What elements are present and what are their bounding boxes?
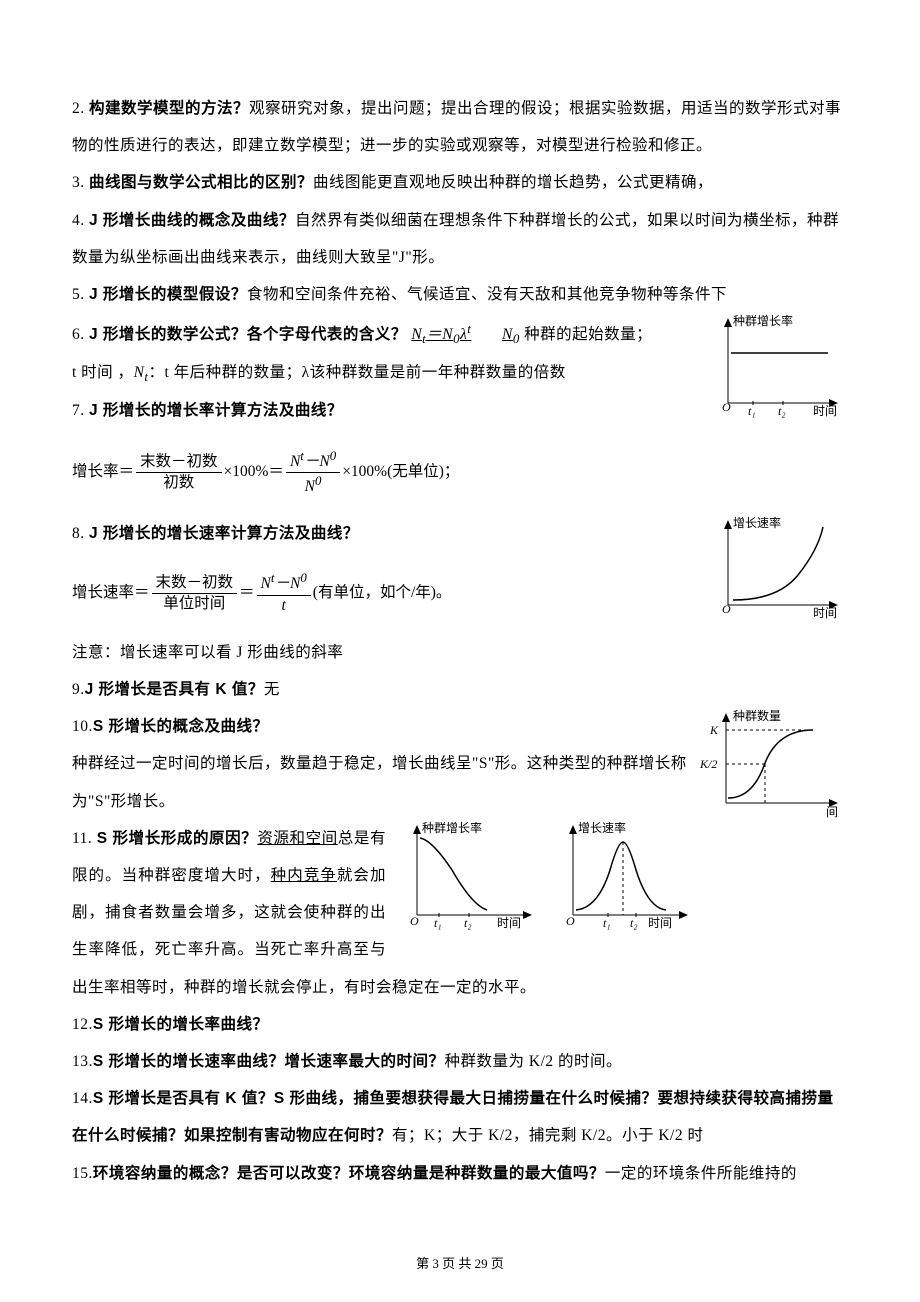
title: J 形增长的增长率计算方法及曲线？ <box>89 402 343 419</box>
eq: ＝ <box>239 583 255 603</box>
num: 13. <box>72 1053 93 1070</box>
text: 种群数量为 K/2 的时间。 <box>445 1053 623 1070</box>
text: 食物和空间条件充裕、气候适宜、没有天敌和其他竞争物种等条件下 <box>247 286 727 303</box>
chart-s-population: K K/2 种群数量 间 <box>698 708 848 828</box>
ylabel: 增长速率 <box>733 515 781 530</box>
note-8: 注意：增长速率可以看 J 形曲线的斜率 <box>72 634 848 671</box>
num: 9. <box>72 681 85 698</box>
text: 一定的环境条件所能维持的 <box>605 1165 797 1182</box>
num: 8. <box>72 525 85 542</box>
k2-label: K/2 <box>699 757 717 771</box>
title: S 形增长的增长率曲线？ <box>93 1016 269 1033</box>
item-7: 7. J 形增长的增长率计算方法及曲线？ <box>72 392 848 429</box>
title: 曲线图与数学公式相比的区别？ <box>89 174 313 191</box>
item-5: 5. J 形增长的模型假设？食物和空间条件充裕、气候适宜、没有天敌和其他竞争物种… <box>72 276 848 313</box>
formula-growth-rate: 增长率＝ 末数－初数初数 ×100%＝ Nt－N0N0 ×100%(无单位)； <box>72 448 848 498</box>
title: S 形增长形成的原因？ <box>97 830 258 847</box>
item-15: 15.环境容纳量的概念？是否可以改变？环境容纳量是种群数量的最大值吗？一定的环境… <box>72 1155 848 1192</box>
origin-label: O <box>566 914 575 928</box>
title: J 形增长曲线的概念及曲线？ <box>89 212 295 229</box>
formula-growth-speed: 增长速率＝ 末数－初数单位时间 ＝ Nt－N0t (有单位，如个/年)。 <box>72 570 708 615</box>
text: 无 <box>264 681 280 698</box>
chart-j-growth-speed: O 时间 增长速率 <box>708 515 848 625</box>
num: 2. <box>72 100 85 117</box>
title: 构建数学模型的方法？ <box>89 100 249 117</box>
n0-desc: N0 种群的起始数量； <box>502 326 652 343</box>
formula: Nt＝N0λt <box>411 326 471 343</box>
num: 3. <box>72 174 85 191</box>
t2-label: t₂ <box>464 916 472 930</box>
item-10-block: K K/2 种群数量 间 10.S 形增长的概念及曲线？ 种群经过一定时间的增长… <box>72 708 848 820</box>
chart-s-growth-speed: O t₁ t₂ 时间 增长速率 <box>548 820 698 940</box>
item-11-block: O t₁ t₂ 时间 增长速率 O t₁ t₂ 时间 <box>72 820 698 1006</box>
chart-s-growth-rate: O t₁ t₂ 时间 种群增长率 <box>392 820 542 940</box>
t2-label: t₂ <box>630 916 638 930</box>
ylabel: 种群数量 <box>733 708 781 723</box>
title: J 形增长的模型假设？ <box>89 286 247 303</box>
text: 曲线图能更直观地反映出种群的增长趋势，公式更精确， <box>313 174 713 191</box>
item-12: 12.S 形增长的增长率曲线？ <box>72 1006 848 1043</box>
item-2: 2. 构建数学模型的方法？观察研究对象，提出问题；提出合理的假设；根据实验数据，… <box>72 90 848 164</box>
ylabel: 增长速率 <box>578 820 626 835</box>
xlabel: 时间 <box>813 606 837 620</box>
num: 14. <box>72 1090 93 1107</box>
num: 4. <box>72 212 85 229</box>
origin-label: O <box>410 914 419 928</box>
suffix: (有单位，如个/年)。 <box>313 583 452 603</box>
suffix: ×100%(无单位)； <box>342 462 459 482</box>
item-6-block: O t₁ t₂ 时间 种群增长率 6. J 形增长的数学公式？各个字母代表的含义… <box>72 313 848 392</box>
t1-label: t₁ <box>603 916 611 930</box>
title: J 形增长的数学公式？各个字母代表的含义？ <box>89 326 407 343</box>
item-3: 3. 曲线图与数学公式相比的区别？曲线图能更直观地反映出种群的增长趋势，公式更精… <box>72 164 848 201</box>
title: S 形增长的概念及曲线？ <box>93 718 269 735</box>
k-label: K <box>709 723 719 737</box>
num: 11. <box>72 830 92 847</box>
origin-label: O <box>722 602 731 616</box>
xlabel: 间 <box>826 805 838 819</box>
item-13: 13.S 形增长的增长速率曲线？增长速率最大的时间？种群数量为 K/2 的时间。 <box>72 1043 848 1080</box>
xlabel: 时间 <box>648 916 672 930</box>
num: 12. <box>72 1016 93 1033</box>
item-14: 14.S 形增长是否具有 K 值？S 形曲线，捕鱼要想获得最大日捕捞量在什么时候… <box>72 1080 848 1154</box>
underline-resource: 资源和空间 <box>257 830 337 847</box>
num: 5. <box>72 286 85 303</box>
num: 15. <box>72 1165 93 1182</box>
item-8-block: O 时间 增长速率 8. J 形增长的增长速率计算方法及曲线？ 增长速率＝ 末数… <box>72 515 848 671</box>
underline-competition: 种内竞争 <box>271 867 337 884</box>
item-4: 4. J 形增长曲线的概念及曲线？自然界有类似细菌在理想条件下种群增长的公式，如… <box>72 202 848 276</box>
num: 6. <box>72 326 85 343</box>
ylabel: 种群增长率 <box>422 820 482 835</box>
item-9: 9.J 形增长是否具有 K 值？无 <box>72 671 848 708</box>
prefix: 增长率＝ <box>72 462 134 482</box>
t1-label: t₁ <box>434 916 442 930</box>
num: 10. <box>72 718 93 735</box>
title: J 形增长是否具有 K 值？ <box>85 681 264 698</box>
title: 环境容纳量的概念？是否可以改变？环境容纳量是种群数量的最大值吗？ <box>93 1165 605 1182</box>
xlabel: 时间 <box>497 916 521 930</box>
prefix: 增长速率＝ <box>72 583 150 603</box>
ylabel: 种群增长率 <box>733 313 793 328</box>
text: 有；K；大于 K/2，捕完剩 K/2。小于 K/2 时 <box>392 1127 703 1144</box>
page-footer: 第 3 页 共 29 页 <box>0 1253 920 1272</box>
mid: ×100%＝ <box>224 462 284 482</box>
title: S 形增长的增长速率曲线？增长速率最大的时间？ <box>93 1053 445 1070</box>
title: J 形增长的增长速率计算方法及曲线？ <box>89 525 359 542</box>
num: 7. <box>72 402 85 419</box>
